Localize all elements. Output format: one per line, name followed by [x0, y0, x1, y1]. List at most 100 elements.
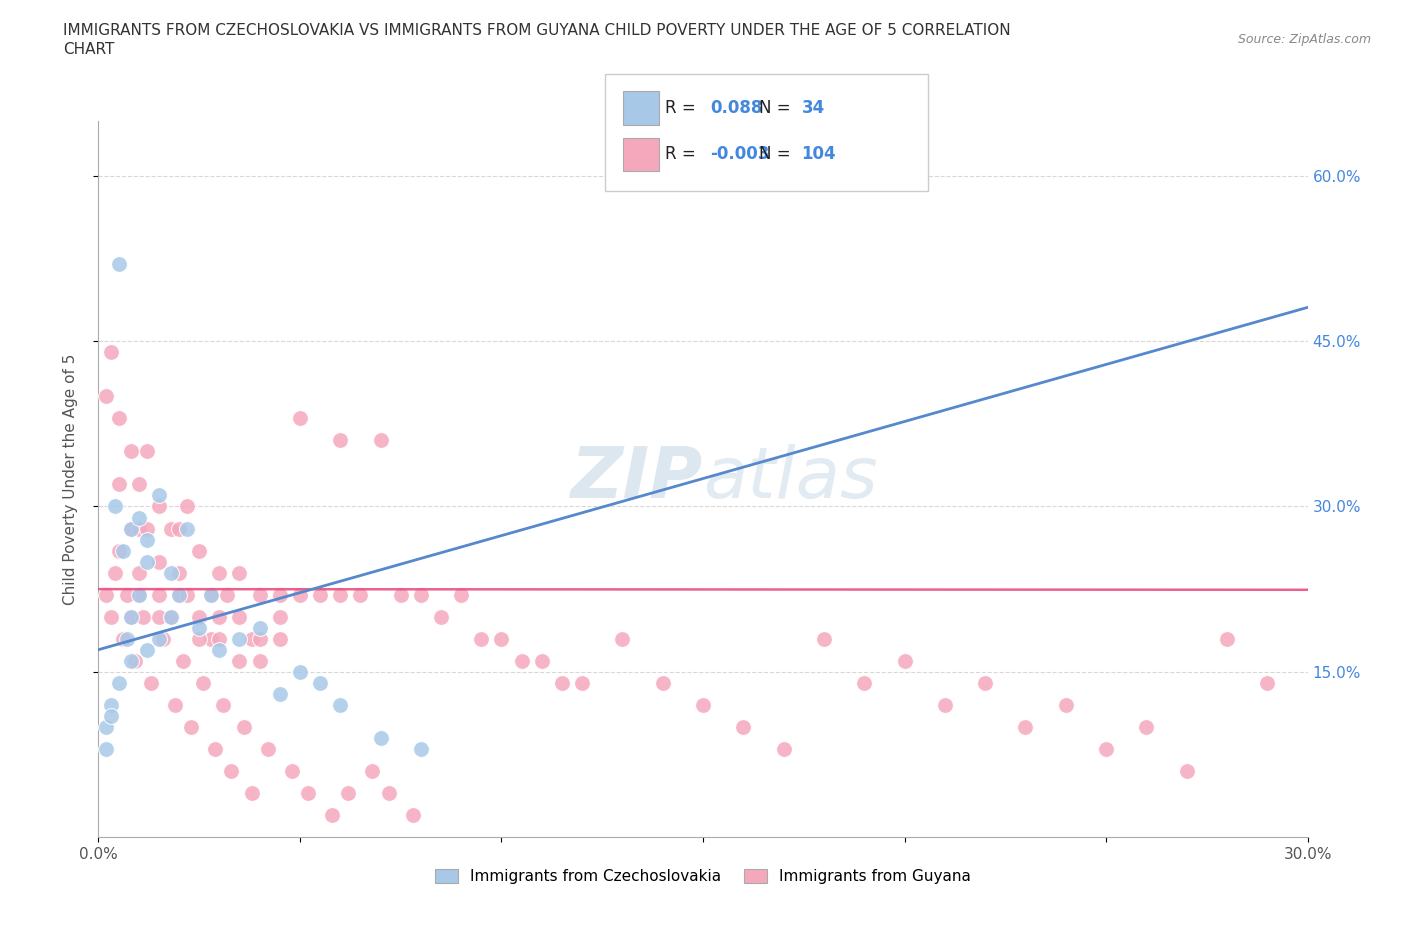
Point — [208, 631, 231, 646]
Point — [107, 257, 129, 272]
Point — [309, 675, 332, 690]
Point — [1216, 631, 1239, 646]
Text: IMMIGRANTS FROM CZECHOSLOVAKIA VS IMMIGRANTS FROM GUYANA CHILD POVERTY UNDER THE: IMMIGRANTS FROM CZECHOSLOVAKIA VS IMMIGR… — [63, 23, 1011, 38]
Text: Source: ZipAtlas.com: Source: ZipAtlas.com — [1237, 33, 1371, 46]
Point — [470, 631, 492, 646]
Point — [228, 609, 250, 624]
Point — [208, 643, 231, 658]
Point — [228, 565, 250, 580]
Point — [337, 786, 360, 801]
Point — [135, 444, 157, 458]
Point — [853, 675, 876, 690]
Point — [733, 720, 755, 735]
Point — [100, 609, 122, 624]
Point — [103, 565, 125, 580]
Point — [167, 587, 190, 602]
Point — [1175, 764, 1198, 778]
Point — [148, 631, 170, 646]
Point — [200, 631, 222, 646]
Point — [288, 587, 311, 602]
Text: N =: N = — [759, 145, 790, 164]
Point — [288, 411, 311, 426]
Point — [124, 653, 146, 668]
Point — [107, 411, 129, 426]
Point — [551, 675, 574, 690]
Point — [221, 764, 243, 778]
Point — [1054, 698, 1077, 712]
Point — [96, 720, 118, 735]
Point — [329, 587, 352, 602]
Point — [361, 764, 384, 778]
Point — [228, 653, 250, 668]
Point — [120, 609, 142, 624]
Point — [349, 587, 371, 602]
Point — [510, 653, 533, 668]
Point — [571, 675, 593, 690]
Point — [309, 587, 332, 602]
Point — [232, 720, 254, 735]
Point — [269, 587, 291, 602]
Point — [249, 620, 271, 635]
Point — [107, 477, 129, 492]
Point — [128, 510, 150, 525]
Point — [208, 609, 231, 624]
Point — [321, 807, 343, 822]
Point — [128, 587, 150, 602]
Point — [152, 631, 174, 646]
Point — [128, 477, 150, 492]
Point — [491, 631, 513, 646]
Point — [389, 587, 412, 602]
Point — [96, 389, 118, 404]
Point — [612, 631, 634, 646]
Point — [204, 741, 226, 756]
Point — [288, 664, 311, 679]
Point — [1014, 720, 1036, 735]
Point — [120, 521, 142, 536]
Text: 104: 104 — [801, 145, 837, 164]
Point — [370, 730, 392, 745]
Point — [329, 698, 352, 712]
Point — [160, 521, 183, 536]
Point — [370, 433, 392, 448]
Point — [167, 565, 190, 580]
Point — [249, 653, 271, 668]
Point — [100, 345, 122, 360]
Point — [139, 675, 162, 690]
Point — [409, 741, 432, 756]
Point — [240, 631, 263, 646]
Point — [128, 587, 150, 602]
Point — [120, 444, 142, 458]
Point — [530, 653, 553, 668]
Point — [974, 675, 997, 690]
Text: ZIP: ZIP — [571, 445, 703, 513]
Point — [180, 720, 202, 735]
Point — [1256, 675, 1278, 690]
Point — [269, 631, 291, 646]
Point — [212, 698, 235, 712]
Text: atlas: atlas — [703, 445, 877, 513]
Point — [228, 631, 250, 646]
Text: -0.003: -0.003 — [710, 145, 769, 164]
Point — [269, 609, 291, 624]
Point — [281, 764, 304, 778]
Point — [160, 609, 183, 624]
Point — [329, 433, 352, 448]
Point — [450, 587, 472, 602]
Point — [135, 554, 157, 569]
Point — [402, 807, 425, 822]
Point — [813, 631, 835, 646]
Point — [249, 631, 271, 646]
Y-axis label: Child Poverty Under the Age of 5: Child Poverty Under the Age of 5 — [63, 353, 77, 604]
Point — [148, 587, 170, 602]
Point — [96, 587, 118, 602]
Point — [200, 587, 222, 602]
Point — [430, 609, 453, 624]
Point — [160, 609, 183, 624]
Point — [269, 686, 291, 701]
Point — [208, 565, 231, 580]
Point — [409, 587, 432, 602]
Point — [135, 643, 157, 658]
Point — [160, 565, 183, 580]
Point — [167, 521, 190, 536]
Point — [135, 521, 157, 536]
